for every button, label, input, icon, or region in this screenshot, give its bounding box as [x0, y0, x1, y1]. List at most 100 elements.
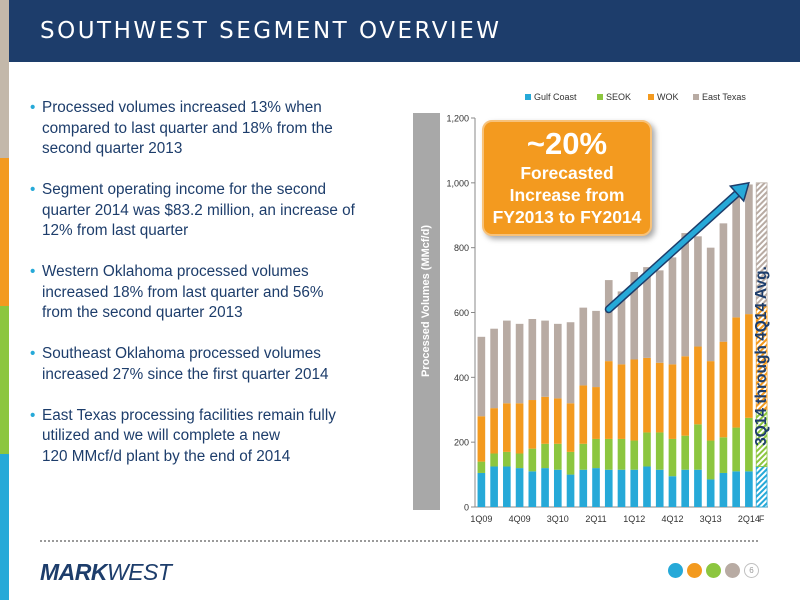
bar-segment — [477, 416, 486, 462]
bar-segment — [643, 432, 651, 467]
bar-segment — [566, 474, 575, 507]
y-axis-panel — [413, 113, 440, 510]
bar-segment — [566, 322, 575, 404]
social-icon-1[interactable] — [668, 563, 683, 578]
bar-segment — [592, 468, 600, 507]
bar-segment — [541, 396, 549, 444]
x-tick-label: 2Q14 — [738, 514, 760, 524]
x-tick-label: 2Q11 — [585, 514, 606, 524]
trend-arrow-head — [728, 181, 750, 203]
legend-entry: SEOK — [606, 92, 631, 102]
bar-segment — [515, 403, 524, 454]
bar-segment — [503, 451, 511, 467]
bar-segment — [732, 192, 740, 318]
bar-segment — [655, 432, 664, 470]
forecast-average-label: 3Q14 through 4Q14 Avg. — [753, 266, 770, 446]
callout-text: Forecasted Increase from FY2013 to FY201… — [492, 163, 642, 227]
x-tick-label: 4Q12 — [661, 514, 683, 524]
bar-segment — [541, 320, 549, 397]
bar-segment — [668, 476, 677, 507]
bar-segment — [477, 472, 486, 507]
bar-segment — [490, 453, 498, 467]
bar-segment — [681, 233, 690, 357]
bullet-item: • Southeast Oklahoma processed volumes in… — [30, 345, 329, 383]
bullet-item: • East Texas processing facilities remain… — [30, 406, 336, 465]
legend-swatch — [525, 94, 531, 100]
bar-segment — [528, 400, 537, 449]
bar-segment — [719, 341, 728, 438]
bar-segment — [503, 320, 511, 404]
bar-segment — [592, 387, 600, 439]
bar-segment — [719, 223, 728, 342]
bar-segment — [681, 469, 690, 507]
bar-segment — [694, 236, 702, 347]
bar-segment — [694, 346, 702, 425]
bar-segment — [732, 427, 740, 472]
legend-entry: Gulf Coast — [534, 92, 577, 102]
legend-swatch — [648, 94, 654, 100]
bar-segment — [566, 403, 575, 452]
x-tick-label: 3Q10 — [547, 514, 569, 524]
title-bar: SOUTHWEST SEGMENT OVERVIEW — [0, 0, 800, 62]
legend-swatch — [597, 94, 603, 100]
bar-segment — [541, 468, 549, 507]
bar-segment — [706, 361, 715, 441]
bar-segment — [515, 453, 524, 469]
bar-segment — [694, 424, 702, 470]
bar-segment — [643, 357, 651, 433]
bar-segment — [681, 356, 690, 436]
y-tick-label: 600 — [454, 308, 469, 318]
bar-segment — [617, 364, 626, 439]
bar-segment — [477, 336, 486, 417]
y-tick-label: 400 — [454, 373, 469, 383]
social-icon-3[interactable] — [706, 563, 721, 578]
bar-segment — [579, 443, 588, 470]
bar-segment — [706, 247, 715, 362]
accent-strip-4 — [0, 454, 9, 600]
bar-segment — [706, 479, 715, 507]
y-tick-label: 1,200 — [446, 114, 469, 124]
bar-segment — [706, 440, 715, 480]
bar-segment — [745, 417, 753, 472]
bar-segment — [604, 361, 613, 439]
callout-percent: ~20% — [526, 126, 608, 161]
social-icon-4[interactable] — [725, 563, 740, 578]
legend-swatch — [693, 94, 699, 100]
bar-segment — [694, 469, 702, 507]
y-tick-label: 1,000 — [446, 178, 469, 188]
bar-segment — [503, 403, 511, 452]
bar-segment — [668, 438, 677, 477]
bar-segment — [604, 438, 613, 470]
bar-segment — [745, 471, 753, 507]
bar-segment — [655, 362, 664, 433]
bar-segment — [477, 461, 486, 473]
bar-segment — [732, 471, 740, 507]
bar-segment — [579, 385, 588, 444]
bar-segment — [490, 466, 498, 507]
bar-segment — [630, 271, 639, 360]
bar-segment — [755, 182, 768, 307]
trend-arrow — [606, 191, 740, 312]
x-tick-label: 1Q09 — [470, 514, 492, 524]
bar-segment — [719, 472, 728, 507]
bar-segment — [579, 469, 588, 507]
accent-strip-2 — [0, 158, 9, 306]
x-tick-label: F — [759, 514, 765, 524]
bar-segment — [668, 364, 677, 439]
bar-segment — [553, 443, 562, 470]
bar-segment — [592, 310, 600, 388]
bar-segment — [617, 469, 626, 507]
x-tick-label: 4Q09 — [509, 514, 531, 524]
bar-segment — [668, 257, 677, 365]
bar-segment — [617, 438, 626, 470]
bar-segment — [745, 314, 753, 418]
footer-icons: 6 — [668, 563, 759, 578]
bar-segment — [745, 184, 753, 315]
bar-segment — [553, 323, 562, 399]
social-icon-2[interactable] — [687, 563, 702, 578]
bar-segment — [655, 469, 664, 507]
markwest-logo: MARKWEST — [40, 559, 172, 585]
bar-segment — [515, 468, 524, 507]
bullet-item: • Segment operating income for the second… — [30, 181, 355, 239]
bar-segment — [655, 270, 664, 363]
